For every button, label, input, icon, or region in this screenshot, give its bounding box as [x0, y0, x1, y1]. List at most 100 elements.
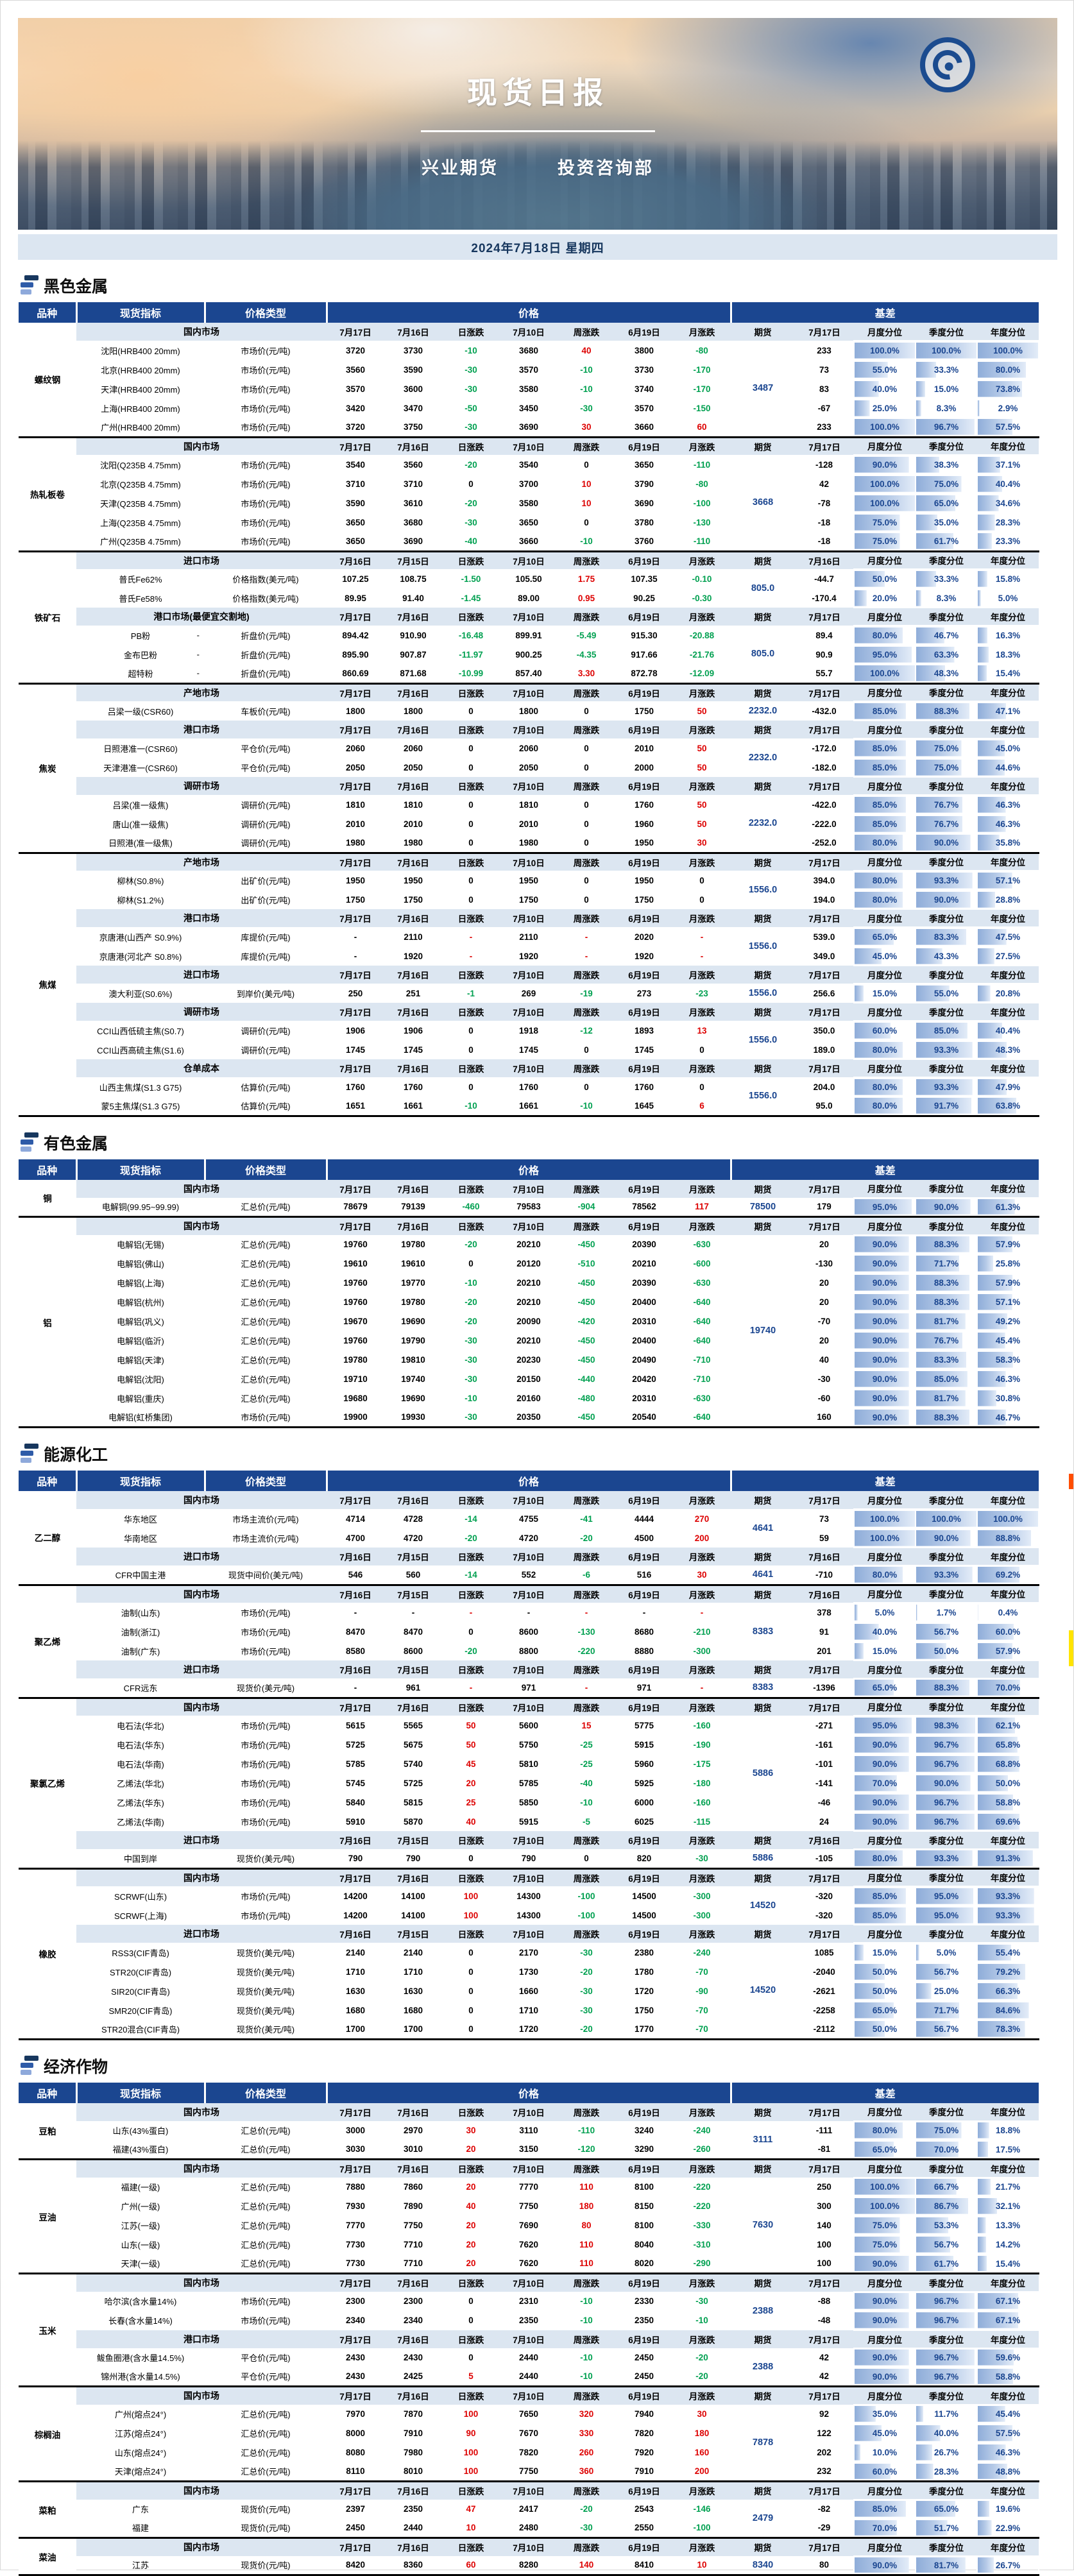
indicator-cell: 乙烯法(华南)	[76, 1812, 205, 1831]
price-value-cell: 2350	[500, 2311, 558, 2330]
price-type-header: 价格类型	[205, 1471, 327, 1491]
price-value-cell: 8280	[500, 2556, 558, 2575]
section-bullet-icon	[19, 1444, 38, 1464]
basis-value-cell: 59	[795, 1528, 854, 1548]
indicator-cell: 天津港准一(CSR60)	[76, 758, 205, 777]
change-value-cell: -	[442, 1603, 500, 1622]
date-header-cell: 6月19日	[615, 1059, 673, 1077]
price-value-cell: 20210	[500, 1293, 558, 1312]
section-title: 黑色金属	[19, 274, 1056, 297]
price-value-cell: 2450	[615, 2367, 673, 2387]
futures-header-cell: 期货	[731, 1217, 795, 1235]
percentile-cell: 88.3%	[916, 1293, 977, 1312]
basis-value-cell: -18	[795, 532, 854, 551]
change-value-cell: -640	[673, 1293, 731, 1312]
price-value-cell: 1745	[384, 1040, 442, 1059]
percentile-cell: 17.5%	[977, 2140, 1039, 2160]
change-value-cell: 50	[673, 701, 731, 721]
price-type-cell: 市场价(元/吨)	[205, 1641, 327, 1660]
date-header-cell: 月涨跌	[673, 2330, 731, 2348]
price-value-cell: 2417	[500, 2500, 558, 2519]
date-header-cell: 月涨跌	[673, 909, 731, 927]
change-value-cell: -20	[442, 1641, 500, 1660]
section-title: 有色金属	[19, 1131, 1056, 1154]
percentile-header-cell: 年度分位	[977, 1548, 1039, 1565]
market-label-cell: 国内市场	[76, 437, 327, 455]
change-value-cell: -	[558, 946, 615, 966]
price-value-cell: 3110	[500, 2121, 558, 2140]
date-header-cell: 月涨跌	[673, 1003, 731, 1021]
percentile-cell: 59.6%	[977, 2348, 1039, 2367]
indicator-cell: 福建	[76, 2519, 205, 2538]
date-header-cell: 7月16日	[327, 1660, 384, 1678]
change-value-cell: -	[673, 946, 731, 966]
title-divider	[421, 130, 655, 132]
price-value-cell: 7890	[384, 2197, 442, 2216]
change-value-cell: 50	[673, 738, 731, 758]
price-value-cell: 14500	[615, 1906, 673, 1925]
change-value-cell: -904	[558, 1198, 615, 1217]
price-type-cell: 到岸价(美元/吨)	[205, 984, 327, 1003]
futures-value-cell: 2232.0	[731, 738, 795, 777]
date-header-cell: 7月10日	[500, 2330, 558, 2348]
price-value-cell: 3650	[327, 513, 384, 532]
date-header-cell: 月涨跌	[673, 551, 731, 569]
date-header-cell: 7月10日	[500, 1548, 558, 1565]
price-value-cell: 7940	[615, 2405, 673, 2424]
price-type-cell: 市场价(元/吨)	[205, 2292, 327, 2311]
change-value-cell: 110	[558, 2235, 615, 2255]
percentile-cell: 58.3%	[977, 1351, 1039, 1370]
price-value-cell: 5785	[327, 1754, 384, 1773]
percentile-header-cell: 季度分位	[916, 683, 977, 701]
percentile-cell: 66.3%	[977, 1981, 1039, 2000]
percentile-cell: 46.7%	[977, 1408, 1039, 1428]
basis-header: 基差	[731, 2083, 1039, 2103]
indicator-cell: 电解铝(上海)	[76, 1274, 205, 1293]
basis-date-header-cell: 7月16日	[795, 1548, 854, 1565]
indicator-cell: 电解铝(重庆)	[76, 1389, 205, 1408]
market-label-cell: 国内市场	[76, 1868, 327, 1886]
price-value-cell: 7710	[384, 2255, 442, 2274]
price-type-cell: 平仓价(元/吨)	[205, 738, 327, 758]
percentile-header-cell: 月度分位	[854, 1491, 916, 1509]
date-header-cell: 日涨跌	[442, 2330, 500, 2348]
change-value-cell: -640	[673, 1408, 731, 1428]
price-value-cell: 7820	[615, 2424, 673, 2443]
indicator-cell: 沈阳(Q235B 4.75mm)	[76, 455, 205, 474]
basis-value-cell: -130	[795, 1254, 854, 1274]
change-value-cell: 90	[442, 2424, 500, 2443]
percentile-cell: 100.0%	[854, 341, 916, 360]
price-value-cell: 90.25	[615, 588, 673, 608]
price-value-cell: 19610	[384, 1254, 442, 1274]
indicator-cell: 电解铝(杭州)	[76, 1293, 205, 1312]
percentile-cell: 79.2%	[977, 1962, 1039, 1981]
percentile-cell: 100.0%	[977, 1509, 1039, 1528]
futures-header-cell: 期货	[731, 2482, 795, 2500]
change-value-cell: 47	[442, 2500, 500, 2519]
basis-date-header-cell: 7月17日	[795, 1868, 854, 1886]
percentile-cell: 15.0%	[854, 984, 916, 1003]
percentile-cell: 88.3%	[916, 1235, 977, 1254]
price-value-cell: 1630	[327, 1981, 384, 2000]
change-value-cell: 60	[673, 418, 731, 437]
date-header-cell: 7月16日	[384, 2330, 442, 2348]
basis-value-cell: 80	[795, 2556, 854, 2575]
price-type-cell: 调研价(元/吨)	[205, 795, 327, 814]
change-value-cell: -450	[558, 1274, 615, 1293]
spec-dash: -	[197, 650, 200, 660]
futures-value-cell: 5886	[731, 1716, 795, 1831]
price-value-cell: 2060	[327, 738, 384, 758]
date-header-cell: 7月10日	[500, 777, 558, 795]
percentile-cell: 85.0%	[854, 738, 916, 758]
indicator-cell: CFR远东	[76, 1678, 205, 1698]
variety-header: 品种	[19, 302, 76, 323]
percentile-header-cell: 季度分位	[916, 1059, 977, 1077]
percentile-header-cell: 年度分位	[977, 2538, 1039, 2556]
